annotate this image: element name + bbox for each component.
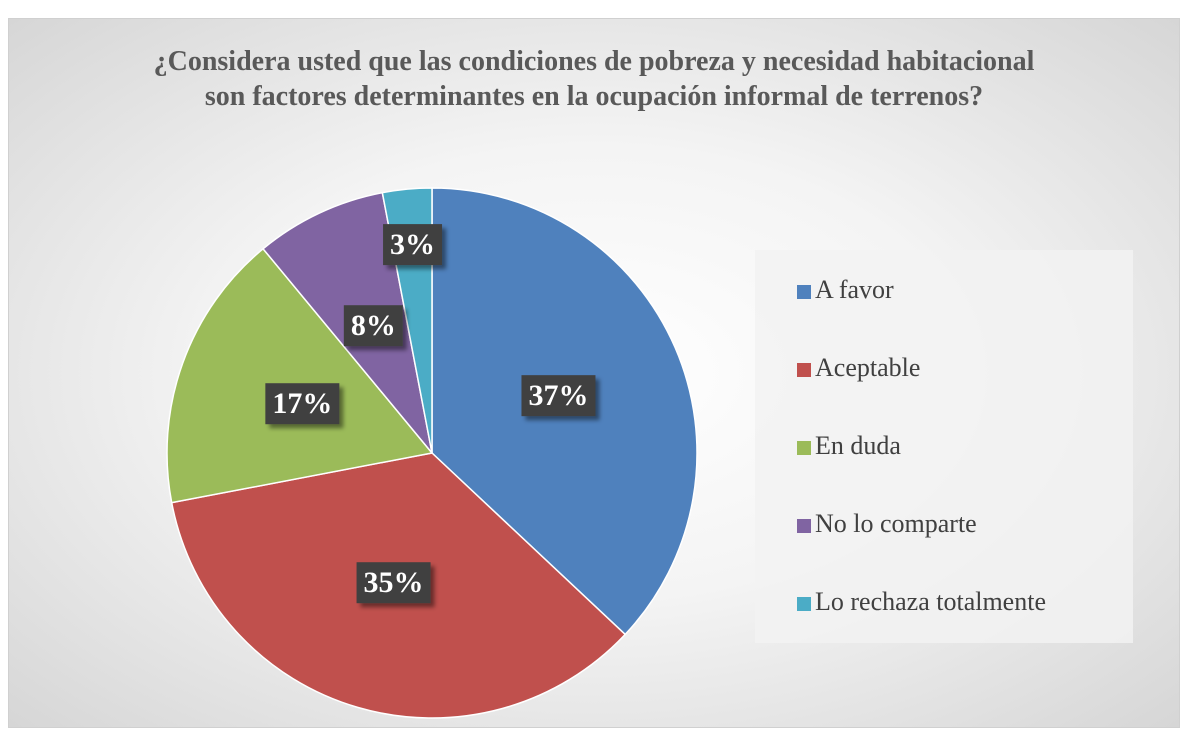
- data-label-box: [343, 305, 403, 347]
- data-label-text: 8%: [351, 309, 396, 342]
- legend-label: A favor: [815, 275, 894, 304]
- legend-swatch: [797, 597, 811, 611]
- data-label: 8%: [343, 305, 403, 347]
- data-label: 37%: [521, 375, 596, 417]
- data-label-text: 17%: [272, 387, 332, 420]
- data-label-box: [521, 375, 596, 417]
- data-label-text: 35%: [364, 566, 424, 599]
- data-label: 17%: [265, 383, 340, 425]
- legend-swatch: [797, 519, 811, 533]
- data-label: 35%: [356, 562, 431, 604]
- legend-label: En duda: [815, 431, 901, 460]
- legend-label: Lo rechaza totalmente: [815, 587, 1046, 616]
- legend-swatch: [797, 285, 811, 299]
- chart-title: ¿Considera usted que las condiciones de …: [153, 46, 1035, 112]
- data-label: 3%: [383, 224, 443, 266]
- pie-slice: [166, 247, 434, 504]
- legend-swatch: [797, 441, 811, 455]
- data-label-text: 37%: [528, 379, 588, 412]
- legend-label: Aceptable: [815, 353, 920, 382]
- data-label-box: [383, 224, 443, 266]
- data-label-box: [265, 383, 340, 425]
- legend-swatch: [797, 363, 811, 377]
- data-label-text: 3%: [390, 228, 435, 261]
- legend-label: No lo comparte: [815, 509, 977, 538]
- legend-box: [755, 250, 1133, 643]
- data-label-box: [356, 562, 431, 604]
